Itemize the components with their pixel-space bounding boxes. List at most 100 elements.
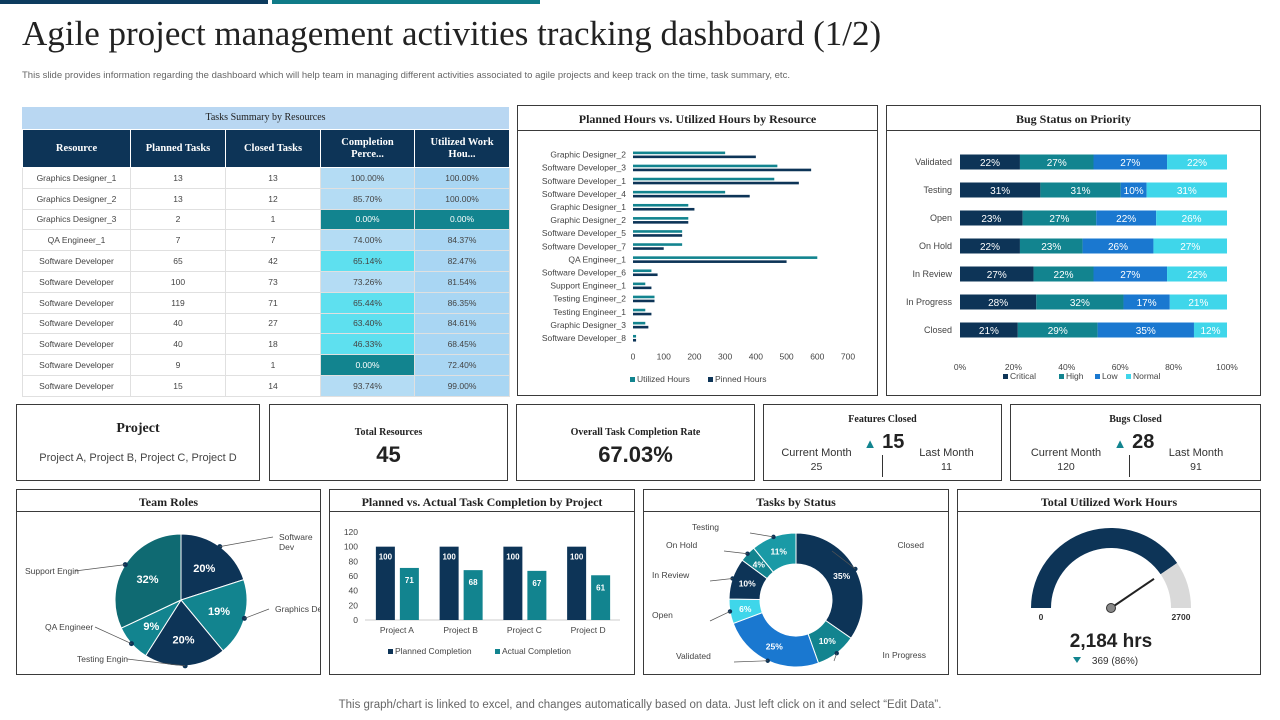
- bar-pinned-hours: [633, 338, 637, 342]
- data-label: 100: [570, 553, 584, 562]
- bar-planned-completion: [567, 546, 587, 620]
- bar-utilized-hours: [633, 256, 818, 259]
- features-closed-value: ▲ 15: [854, 431, 914, 454]
- table-cell: 27: [225, 312, 321, 335]
- features-closed-number: 15: [882, 431, 905, 453]
- bar-utilized-hours: [633, 295, 655, 299]
- data-label: 27%: [1180, 242, 1200, 253]
- data-label: 100: [379, 553, 393, 562]
- table-cell: Software Developer: [22, 374, 131, 397]
- bar-pinned-hours: [633, 234, 683, 237]
- table-cell: 40: [130, 312, 226, 335]
- features-current-label: Current Month: [781, 447, 852, 459]
- table-cell: 73.26%: [320, 270, 415, 293]
- bar-pinned-hours: [633, 312, 652, 316]
- table-row: Software Developer 9 1 0.00% 72.40%: [22, 354, 510, 376]
- bugs-current-label: Current Month: [1030, 447, 1102, 459]
- bar-segment-high: [1017, 322, 1098, 338]
- category-label: Testing: [923, 185, 952, 195]
- category-label: In Progress: [906, 297, 953, 307]
- leader-line: [244, 608, 270, 619]
- leader-line: [831, 550, 856, 570]
- total-resources-card: Total Resources 45: [269, 404, 508, 481]
- slice-value-label: 32%: [137, 574, 159, 586]
- slice-category-label: Closed: [898, 540, 925, 550]
- completion-rate-card: Overall Task Completion Rate 67.03%: [516, 404, 755, 481]
- data-label: 26%: [1108, 242, 1128, 253]
- legend-label: Actual Completion: [502, 646, 571, 656]
- gauge-needle: [1110, 577, 1155, 609]
- bar-segment-high: [1040, 182, 1121, 198]
- bar-segment-low: [1097, 322, 1194, 338]
- column-header: Completion Perce...: [320, 129, 415, 168]
- features-current-value: 25: [810, 461, 823, 473]
- table-cell: 9: [130, 354, 226, 376]
- data-label: 10%: [1124, 186, 1144, 197]
- legend-swatch: [1126, 374, 1131, 379]
- slice-category-label: Validated: [676, 651, 711, 661]
- bugs-closed-label: Bugs Closed: [1109, 414, 1162, 425]
- data-label: 17%: [1137, 298, 1157, 309]
- table-cell: 74.00%: [320, 229, 415, 252]
- table-cell: Graphics Designer_1: [22, 167, 131, 189]
- bar-pinned-hours: [633, 194, 750, 198]
- gauge-change: 369 (86%): [1092, 656, 1138, 667]
- y-tick-label: 120: [344, 527, 358, 537]
- bar-utilized-hours: [633, 203, 689, 207]
- x-tick-label: 20%: [1005, 362, 1022, 372]
- data-label: 22%: [980, 242, 1000, 253]
- category-label: Software Developer_8: [542, 333, 626, 343]
- table-row: Graphics Designer_2 13 12 85.70% 100.00%: [22, 187, 510, 210]
- bar-pinned-hours: [633, 207, 695, 211]
- table-row: Graphics Designer_1 13 13 100.00% 100.00%: [22, 167, 510, 189]
- table-cell: 71: [225, 291, 321, 314]
- table-cell: Software Developer: [22, 250, 131, 272]
- bar-segment-critical: [960, 182, 1041, 198]
- slice-category-label: Testing: [692, 522, 719, 532]
- bugs-last-value: 91: [1190, 461, 1202, 473]
- bar-pinned-hours: [633, 221, 689, 224]
- legend-label: Low: [1102, 371, 1118, 381]
- column-header: Closed Tasks: [225, 129, 321, 168]
- bar-segment-normal: [1146, 182, 1227, 198]
- data-label: 22%: [1187, 270, 1207, 281]
- hours-by-resource-panel: Planned Hours vs. Utilized Hours by Reso…: [517, 105, 878, 396]
- table-cell: 0.00%: [320, 208, 415, 231]
- bar-segment-high: [1019, 154, 1094, 170]
- leader-line: [126, 658, 186, 667]
- x-tick-label: Project A: [380, 625, 414, 635]
- tasks-summary-table: Tasks Summary by Resources Resource Plann…: [22, 107, 510, 397]
- category-label: Software Developer_3: [542, 163, 626, 173]
- legend-swatch: [1059, 374, 1064, 379]
- table-cell: 12: [225, 187, 321, 210]
- data-label: 71: [405, 576, 414, 585]
- slice-category-label: In Progress: [883, 650, 926, 660]
- bar-utilized-hours: [633, 334, 637, 338]
- category-label: Software Developer_7: [542, 241, 626, 251]
- legend-swatch: [708, 377, 713, 382]
- bar-segment-high: [1036, 294, 1124, 310]
- features-closed-card: Features Closed ▲ 15 Current Month 25 La…: [763, 404, 1002, 481]
- category-label: Closed: [924, 325, 952, 335]
- bugs-closed-value: ▲ 28: [1099, 431, 1169, 454]
- slice-value-label: 11%: [770, 546, 787, 556]
- column-header: Utilized Work Hou...: [414, 129, 510, 168]
- leader-line: [749, 532, 774, 538]
- x-tick-label: 0: [631, 352, 636, 362]
- legend-label: High: [1066, 371, 1084, 381]
- work-hours-panel: Total Utilized Work Hours 0 2700 2,184 hrs…: [957, 489, 1261, 675]
- bar-segment-normal: [1156, 210, 1227, 226]
- tasks-table: Resource Planned Tasks Closed Tasks Complet…: [22, 129, 510, 397]
- bar-actual-completion: [399, 567, 419, 620]
- gauge-hub: [1106, 603, 1116, 613]
- category-label: Graphic Designer_2: [550, 215, 626, 225]
- table-cell: 13: [225, 167, 321, 189]
- x-tick-label: Project D: [571, 625, 606, 635]
- table-cell: 119: [130, 291, 226, 314]
- y-tick-label: 100: [344, 542, 358, 552]
- y-tick-label: 0: [353, 615, 358, 625]
- table-cell: 65.14%: [320, 250, 415, 272]
- table-cell: 65: [130, 250, 226, 272]
- data-label: 31%: [990, 186, 1010, 197]
